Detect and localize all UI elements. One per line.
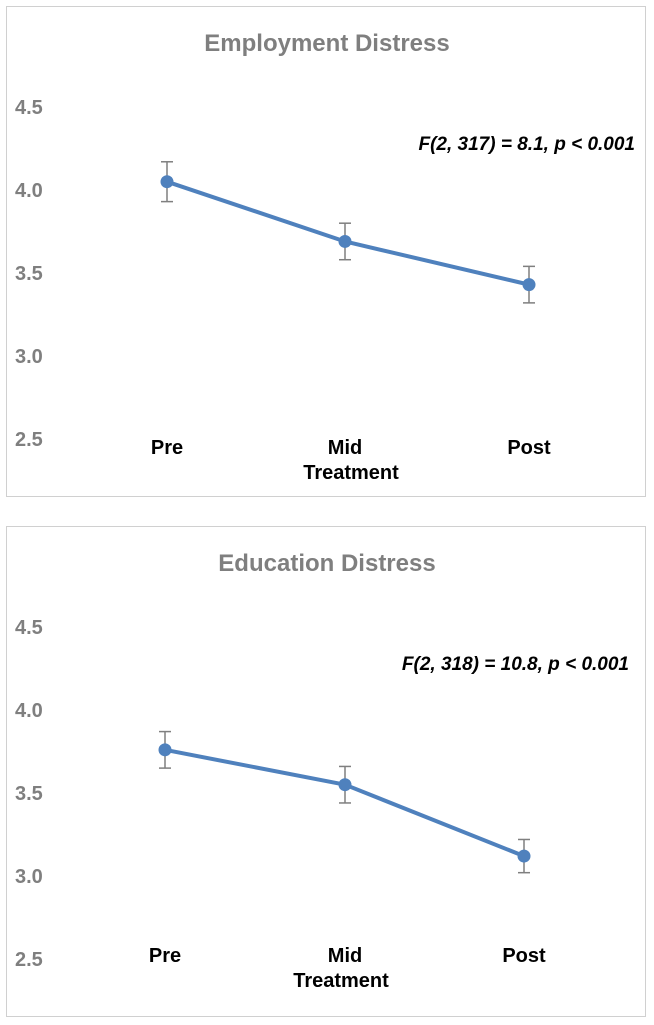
employment-distress-chart: Employment Distress F(2, 317) = 8.1, p <… [6, 6, 646, 497]
error-bars [159, 730, 530, 874]
x-axis-label: Treatment [303, 462, 399, 484]
data-point [160, 175, 174, 189]
y-tick-label: 3.5 [15, 263, 43, 285]
education-distress-chart: Education Distress F(2, 318) = 10.8, p <… [6, 526, 646, 1017]
x-tick-label: Post [507, 437, 551, 459]
x-tick-label: Pre [149, 945, 181, 967]
data-point [338, 778, 352, 792]
y-axis-ticks: 4.5 4.0 3.5 3.0 2.5 [15, 97, 43, 451]
chart-title: Employment Distress [204, 30, 449, 57]
stats-annotation: F(2, 317) = 8.1, p < 0.001 [418, 134, 635, 155]
employment-distress-plot: Employment Distress F(2, 317) = 8.1, p <… [15, 30, 635, 484]
data-point [522, 278, 536, 292]
data-point [338, 234, 352, 248]
y-tick-label: 2.5 [15, 949, 43, 971]
x-tick-label: Mid [328, 945, 362, 967]
y-tick-label: 3.5 [15, 783, 43, 805]
y-axis-ticks: 4.5 4.0 3.5 3.0 2.5 [15, 617, 43, 971]
y-tick-label: 4.5 [15, 97, 43, 119]
x-axis-label: Treatment [293, 970, 389, 992]
x-axis-ticks: Pre Mid Post [151, 437, 551, 459]
y-tick-label: 3.0 [15, 866, 43, 888]
x-tick-label: Pre [151, 437, 183, 459]
x-tick-label: Post [502, 945, 546, 967]
y-tick-label: 4.5 [15, 617, 43, 639]
y-tick-label: 4.0 [15, 180, 43, 202]
data-points [160, 175, 536, 292]
error-bars [161, 161, 535, 304]
y-tick-label: 4.0 [15, 700, 43, 722]
chart-title: Education Distress [218, 550, 435, 577]
data-points [158, 743, 531, 863]
data-point [517, 849, 531, 863]
data-point [158, 743, 172, 757]
series-line [166, 179, 530, 287]
x-axis-ticks: Pre Mid Post [149, 945, 546, 967]
y-tick-label: 2.5 [15, 429, 43, 451]
x-tick-label: Mid [328, 437, 362, 459]
stats-annotation: F(2, 318) = 10.8, p < 0.001 [402, 654, 629, 675]
y-tick-label: 3.0 [15, 346, 43, 368]
education-distress-plot: Education Distress F(2, 318) = 10.8, p <… [15, 550, 629, 992]
